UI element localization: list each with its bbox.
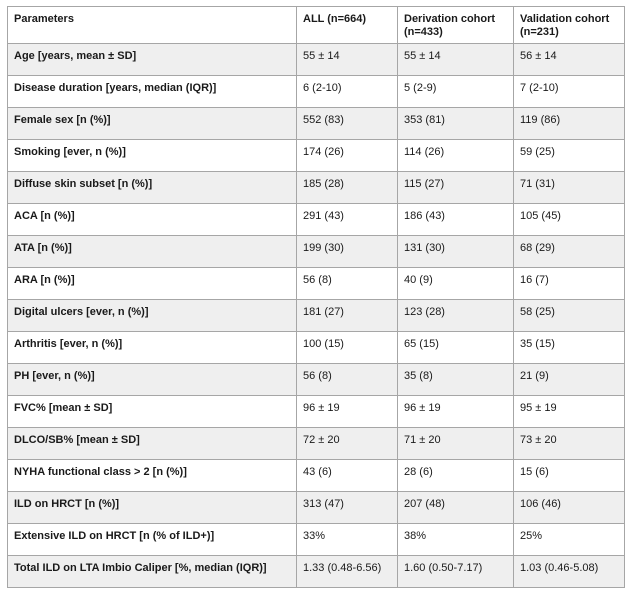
table-row: Age [years, mean ± SD] 55 ± 14 55 ± 14 56 ±… <box>7 43 625 76</box>
value-cell: 35 (8) <box>397 363 514 396</box>
parameter-cell: ATA [n (%)] <box>7 235 297 268</box>
value-cell: 55 ± 14 <box>296 43 398 76</box>
table-row: Extensive ILD on HRCT [n (% of ILD+)] 33%… <box>7 523 625 556</box>
value-cell: 185 (28) <box>296 171 398 204</box>
value-cell: 96 ± 19 <box>397 395 514 428</box>
table-row: ACA [n (%)] 291 (43) 186 (43) 105 (45) <box>7 203 625 236</box>
table-row: Smoking [ever, n (%)] 174 (26) 114 (26) 59 … <box>7 139 625 172</box>
value-cell: 96 ± 19 <box>296 395 398 428</box>
value-cell: 16 (7) <box>513 267 625 300</box>
value-cell: 552 (83) <box>296 107 398 140</box>
value-cell: 115 (27) <box>397 171 514 204</box>
table-row: DLCO/SB% [mean ± SD] 72 ± 20 71 ± 20 73 ± 2… <box>7 427 625 460</box>
value-cell: 35 (15) <box>513 331 625 364</box>
parameter-cell: Smoking [ever, n (%)] <box>7 139 297 172</box>
parameter-cell: Female sex [n (%)] <box>7 107 297 140</box>
parameters-table: Parameters ALL (n=664) Derivation cohort… <box>7 6 625 588</box>
parameter-cell: Age [years, mean ± SD] <box>7 43 297 76</box>
table-body: Age [years, mean ± SD] 55 ± 14 55 ± 14 56 ±… <box>7 43 625 588</box>
table-row: NYHA functional class > 2 [n (%)] 43 (6) 2… <box>7 459 625 492</box>
value-cell: 21 (9) <box>513 363 625 396</box>
value-cell: 7 (2-10) <box>513 75 625 108</box>
table-row: ATA [n (%)] 199 (30) 131 (30) 68 (29) <box>7 235 625 268</box>
value-cell: 56 (8) <box>296 363 398 396</box>
value-cell: 123 (28) <box>397 299 514 332</box>
value-cell: 71 (31) <box>513 171 625 204</box>
value-cell: 106 (46) <box>513 491 625 524</box>
parameter-cell: Arthritis [ever, n (%)] <box>7 331 297 364</box>
value-cell: 28 (6) <box>397 459 514 492</box>
parameter-cell: ACA [n (%)] <box>7 203 297 236</box>
value-cell: 6 (2-10) <box>296 75 398 108</box>
parameter-cell: ILD on HRCT [n (%)] <box>7 491 297 524</box>
value-cell: 43 (6) <box>296 459 398 492</box>
value-cell: 55 ± 14 <box>397 43 514 76</box>
value-cell: 65 (15) <box>397 331 514 364</box>
table-container: Parameters ALL (n=664) Derivation cohort… <box>7 6 625 588</box>
value-cell: 181 (27) <box>296 299 398 332</box>
header-validation-cohort: Validation cohort (n=231) <box>513 6 625 44</box>
value-cell: 59 (25) <box>513 139 625 172</box>
value-cell: 100 (15) <box>296 331 398 364</box>
table-row: ARA [n (%)] 56 (8) 40 (9) 16 (7) <box>7 267 625 300</box>
parameter-cell: Diffuse skin subset [n (%)] <box>7 171 297 204</box>
parameter-cell: Digital ulcers [ever, n (%)] <box>7 299 297 332</box>
header-parameters: Parameters <box>7 6 297 44</box>
parameter-cell: DLCO/SB% [mean ± SD] <box>7 427 297 460</box>
value-cell: 1.33 (0.48-6.56) <box>296 555 398 588</box>
parameter-cell: NYHA functional class > 2 [n (%)] <box>7 459 297 492</box>
value-cell: 313 (47) <box>296 491 398 524</box>
table-row: PH [ever, n (%)] 56 (8) 35 (8) 21 (9) <box>7 363 625 396</box>
parameter-cell: Extensive ILD on HRCT [n (% of ILD+)] <box>7 523 297 556</box>
value-cell: 58 (25) <box>513 299 625 332</box>
value-cell: 119 (86) <box>513 107 625 140</box>
header-row: Parameters ALL (n=664) Derivation cohort… <box>7 6 625 44</box>
value-cell: 291 (43) <box>296 203 398 236</box>
table-row: Arthritis [ever, n (%)] 100 (15) 65 (15) 35… <box>7 331 625 364</box>
header-derivation-cohort: Derivation cohort (n=433) <box>397 6 514 44</box>
parameter-cell: Total ILD on LTA Imbio Caliper [%, media… <box>7 555 297 588</box>
value-cell: 174 (26) <box>296 139 398 172</box>
table-row: FVC% [mean ± SD] 96 ± 19 96 ± 19 95 ± 19 <box>7 395 625 428</box>
value-cell: 33% <box>296 523 398 556</box>
value-cell: 199 (30) <box>296 235 398 268</box>
value-cell: 105 (45) <box>513 203 625 236</box>
value-cell: 72 ± 20 <box>296 427 398 460</box>
value-cell: 1.03 (0.46-5.08) <box>513 555 625 588</box>
header-all: ALL (n=664) <box>296 6 398 44</box>
value-cell: 25% <box>513 523 625 556</box>
value-cell: 71 ± 20 <box>397 427 514 460</box>
table-row: Total ILD on LTA Imbio Caliper [%, media… <box>7 555 625 588</box>
value-cell: 114 (26) <box>397 139 514 172</box>
table-row: Digital ulcers [ever, n (%)] 181 (27) 123 … <box>7 299 625 332</box>
parameter-cell: Disease duration [years, median (IQR)] <box>7 75 297 108</box>
value-cell: 207 (48) <box>397 491 514 524</box>
value-cell: 131 (30) <box>397 235 514 268</box>
value-cell: 353 (81) <box>397 107 514 140</box>
table-row: Disease duration [years, median (IQR)] 6 … <box>7 75 625 108</box>
value-cell: 38% <box>397 523 514 556</box>
parameter-cell: FVC% [mean ± SD] <box>7 395 297 428</box>
parameter-cell: ARA [n (%)] <box>7 267 297 300</box>
value-cell: 5 (2-9) <box>397 75 514 108</box>
value-cell: 95 ± 19 <box>513 395 625 428</box>
value-cell: 1.60 (0.50-7.17) <box>397 555 514 588</box>
value-cell: 15 (6) <box>513 459 625 492</box>
table-row: Female sex [n (%)] 552 (83) 353 (81) 119 (8… <box>7 107 625 140</box>
value-cell: 73 ± 20 <box>513 427 625 460</box>
value-cell: 186 (43) <box>397 203 514 236</box>
value-cell: 56 ± 14 <box>513 43 625 76</box>
parameter-cell: PH [ever, n (%)] <box>7 363 297 396</box>
table-header: Parameters ALL (n=664) Derivation cohort… <box>7 6 625 44</box>
table-row: ILD on HRCT [n (%)] 313 (47) 207 (48) 106 (… <box>7 491 625 524</box>
value-cell: 56 (8) <box>296 267 398 300</box>
value-cell: 68 (29) <box>513 235 625 268</box>
table-row: Diffuse skin subset [n (%)] 185 (28) 115 (… <box>7 171 625 204</box>
value-cell: 40 (9) <box>397 267 514 300</box>
